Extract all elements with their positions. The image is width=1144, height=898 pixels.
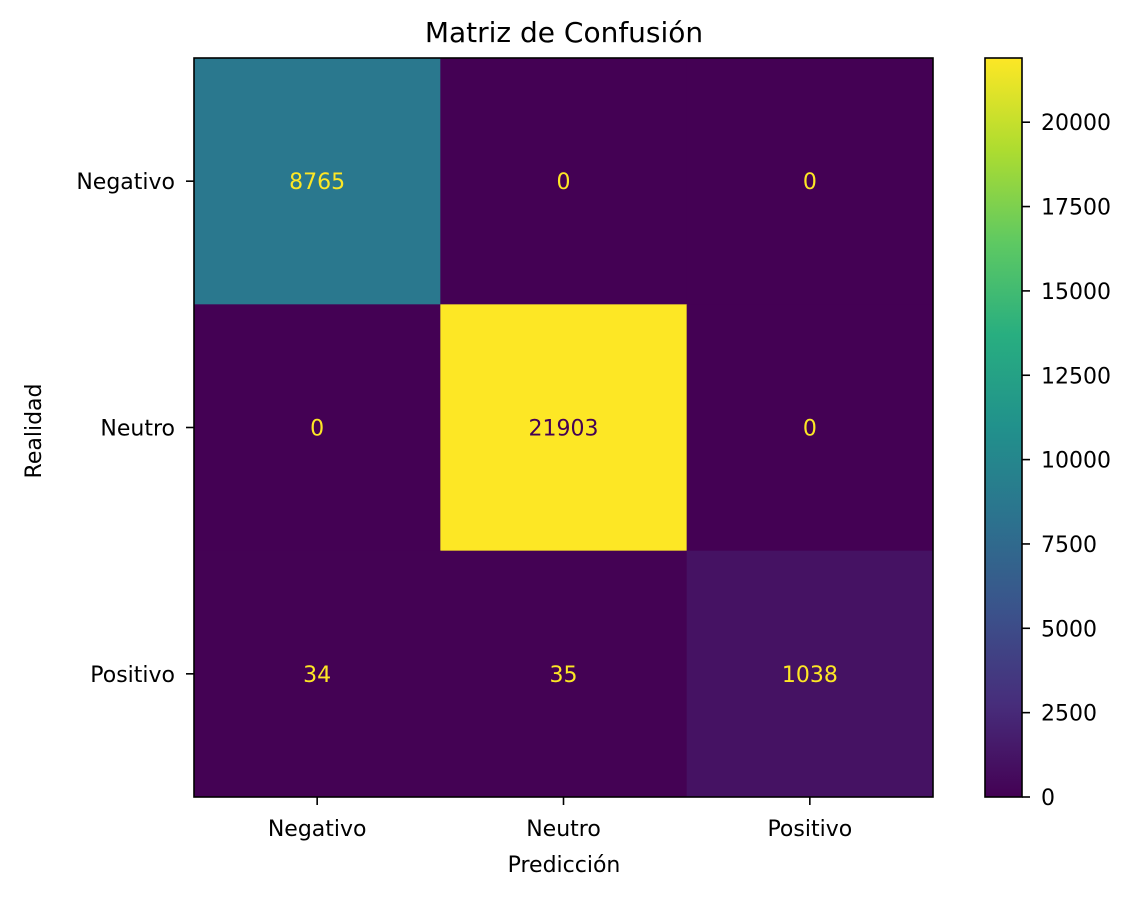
heatmap-cells xyxy=(194,58,934,798)
heatmap-cell-negativo-positivo xyxy=(686,58,934,305)
colorbar-tick-label: 15000 xyxy=(1041,280,1111,305)
x-tick-label: Negativo xyxy=(268,817,367,842)
x-axis: Negativo Neutro Positivo xyxy=(268,797,852,842)
colorbar-tick-label: 0 xyxy=(1041,786,1055,811)
heatmap-cell-labels: 8765 0 0 0 21903 0 34 35 1038 xyxy=(289,170,838,688)
colorbar-gradient xyxy=(985,58,1022,797)
colorbar-tick-label: 7500 xyxy=(1041,533,1097,558)
cell-value-label: 8765 xyxy=(289,170,345,195)
colorbar-tick-label: 2500 xyxy=(1041,702,1097,727)
colorbar-tick-label: 20000 xyxy=(1041,111,1111,136)
cell-value-label: 0 xyxy=(310,417,324,442)
colorbar-tick-label: 12500 xyxy=(1041,364,1111,389)
x-axis-title: Predicción xyxy=(508,853,621,878)
heatmap-cell-neutro-neutro xyxy=(440,304,688,552)
y-tick-label: Neutro xyxy=(100,417,175,442)
heatmap-cell-negativo-negativo xyxy=(194,58,441,305)
colorbar-tick-label: 5000 xyxy=(1041,617,1097,642)
heatmap-cell-neutro-positivo xyxy=(686,304,934,552)
cell-value-label: 35 xyxy=(550,663,578,688)
y-axis-title: Realidad xyxy=(22,384,47,479)
cell-value-label: 1038 xyxy=(782,663,838,688)
heatmap-cell-positivo-neutro xyxy=(440,550,688,798)
cell-value-label: 0 xyxy=(557,170,571,195)
colorbar-axis: 0 2500 5000 7500 10000 12500 15000 17500 20000 xyxy=(1022,111,1111,811)
colorbar-tick-label: 17500 xyxy=(1041,196,1111,221)
colorbar-tick-label: 10000 xyxy=(1041,449,1111,474)
heatmap-cell-neutro-negativo xyxy=(194,304,441,552)
cell-value-label: 34 xyxy=(303,663,331,688)
heatmap-cell-positivo-negativo xyxy=(194,550,441,798)
y-tick-label: Negativo xyxy=(76,170,175,195)
colorbar-frame xyxy=(984,57,1023,798)
cell-value-label: 0 xyxy=(803,417,817,442)
heatmap-cell-negativo-neutro xyxy=(440,58,688,305)
y-tick-label: Positivo xyxy=(90,663,175,688)
cell-value-label: 0 xyxy=(803,170,817,195)
x-tick-label: Positivo xyxy=(767,817,852,842)
cell-value-label: 21903 xyxy=(529,417,599,442)
heatmap-cell-positivo-positivo xyxy=(686,550,934,798)
y-axis: Negativo Neutro Positivo xyxy=(76,170,194,688)
chart-title: Matriz de Confusión xyxy=(425,16,703,49)
x-tick-label: Neutro xyxy=(526,817,601,842)
